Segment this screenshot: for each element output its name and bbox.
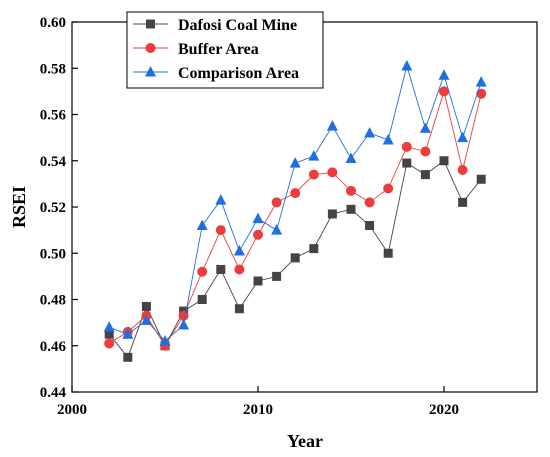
- x-tick-label: 2020: [429, 402, 459, 418]
- data-point: [253, 229, 263, 240]
- legend-box: [126, 11, 324, 89]
- data-point: [475, 76, 487, 87]
- data-point: [215, 225, 226, 236]
- data-point: [308, 150, 320, 161]
- series-comparison-area: [103, 59, 487, 346]
- data-point: [140, 314, 152, 325]
- data-point: [178, 318, 190, 330]
- data-point: [438, 69, 450, 80]
- data-point: [104, 329, 114, 339]
- legend-label: Comparison Area: [178, 65, 299, 82]
- legend-marker: [145, 66, 156, 77]
- data-point: [327, 167, 338, 178]
- data-point: [401, 59, 413, 71]
- y-tick-label: 0.56: [40, 108, 67, 124]
- data-point: [197, 266, 208, 277]
- series-dafosi-coal-mine: [104, 156, 486, 362]
- legend-marker: [145, 43, 156, 53]
- x-tick-label: 2010: [243, 402, 273, 418]
- y-axis-title: RSEI: [9, 186, 29, 228]
- data-point: [215, 194, 227, 205]
- legend-marker: [146, 19, 155, 29]
- legend-entry: Comparison Area: [133, 65, 299, 82]
- axis-ticks: 0.44 0.46 0.48 0.50 0.52 0.54 0.56 0.58 0.60 2000…: [40, 15, 459, 418]
- data-point: [346, 185, 356, 196]
- series-line: [109, 64, 482, 342]
- legend: Dafosi Coal Mine Buffer Area Comparison Ar…: [126, 11, 324, 89]
- data-point: [234, 264, 245, 275]
- data-point: [457, 131, 469, 143]
- data-point: [216, 264, 226, 274]
- data-point: [234, 304, 244, 314]
- data-point: [290, 253, 300, 263]
- data-point: [476, 174, 486, 184]
- data-point: [289, 157, 301, 168]
- legend-entry: Dafosi Coal Mine: [133, 17, 297, 34]
- y-tick-label: 0.58: [40, 61, 66, 77]
- x-axis-title: Year: [287, 431, 323, 451]
- data-point: [439, 156, 449, 166]
- data-point: [327, 209, 337, 219]
- data-point: [476, 88, 487, 99]
- legend-label: Buffer Area: [178, 41, 259, 58]
- data-point: [382, 133, 394, 145]
- data-point: [104, 338, 115, 349]
- data-point: [383, 248, 393, 258]
- data-point: [365, 221, 375, 230]
- data-point: [383, 183, 394, 194]
- data-point: [233, 244, 245, 256]
- data-point: [402, 158, 412, 168]
- data-point: [420, 170, 430, 180]
- x-tick-label: 2000: [57, 402, 87, 418]
- y-tick-label: 0.54: [40, 154, 67, 170]
- data-point: [272, 271, 282, 281]
- y-tick-label: 0.44: [40, 385, 67, 401]
- data-point: [123, 352, 133, 362]
- data-point: [439, 86, 449, 97]
- series-layer: [103, 59, 487, 362]
- y-tick-label: 0.52: [40, 200, 66, 216]
- data-point: [159, 335, 171, 346]
- data-point: [271, 197, 282, 208]
- data-point: [420, 146, 431, 157]
- data-point: [401, 141, 412, 152]
- data-point: [308, 169, 319, 180]
- data-point: [419, 122, 431, 133]
- data-point: [326, 120, 338, 131]
- series-buffer-area: [104, 86, 487, 351]
- data-point: [345, 152, 357, 163]
- y-tick-label: 0.46: [40, 339, 67, 355]
- y-tick-label: 0.48: [40, 293, 66, 309]
- data-point: [253, 276, 263, 286]
- data-point: [141, 301, 151, 311]
- y-tick-label: 0.60: [40, 15, 66, 31]
- data-point: [271, 224, 283, 235]
- data-point: [457, 165, 468, 175]
- data-point: [252, 212, 264, 224]
- y-tick-label: 0.50: [40, 246, 66, 262]
- data-point: [196, 219, 208, 230]
- data-point: [197, 295, 207, 304]
- data-point: [364, 127, 376, 138]
- data-point: [103, 321, 115, 332]
- data-point: [290, 188, 301, 199]
- legend-entry: Buffer Area: [133, 41, 259, 58]
- data-point: [458, 197, 468, 207]
- data-point: [364, 197, 375, 208]
- data-point: [309, 244, 319, 254]
- data-point: [346, 204, 356, 214]
- data-point: [122, 328, 134, 339]
- legend-label: Dafosi Coal Mine: [178, 17, 297, 34]
